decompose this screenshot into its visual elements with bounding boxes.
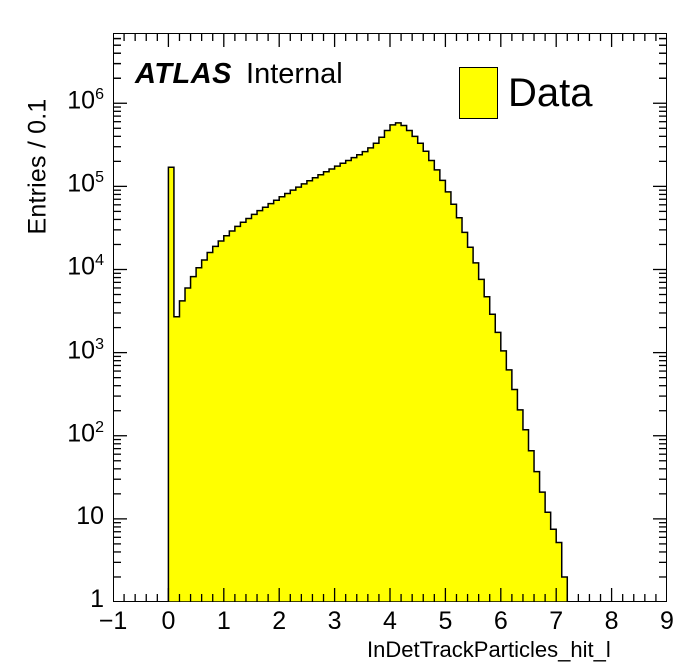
- x-tick-label: 6: [493, 607, 508, 635]
- y-tick-label: 102: [67, 418, 104, 448]
- legend-label-data: Data: [508, 71, 593, 115]
- y-tick-label: 1: [90, 585, 104, 613]
- atlas-label: ATLAS Internal: [135, 58, 343, 91]
- x-tick-label: 5: [438, 607, 453, 635]
- atlas-status: Internal: [246, 58, 343, 90]
- y-axis-title: Entries / 0.1: [23, 98, 52, 235]
- histogram-series-data: [113, 33, 667, 602]
- x-tick-label: 0: [161, 607, 176, 635]
- x-axis-title: InDetTrackParticles_hit_l: [367, 637, 611, 662]
- x-tick-label: 7: [549, 607, 564, 635]
- legend-swatch-data: [459, 67, 498, 119]
- y-tick-label: 10: [76, 501, 104, 530]
- x-tick-label: 8: [604, 607, 619, 635]
- x-tick-label: 1: [216, 607, 231, 635]
- y-tick-label: 106: [67, 86, 104, 115]
- y-tick-label: 103: [67, 335, 104, 364]
- y-tick-label: 105: [67, 169, 104, 198]
- x-tick-label: 3: [327, 607, 342, 635]
- x-tick-label: 4: [383, 607, 397, 635]
- x-tick-label: 2: [272, 607, 287, 635]
- atlas-word: ATLAS: [135, 58, 233, 90]
- y-tick-label: 104: [67, 252, 104, 281]
- legend: Data: [459, 67, 593, 119]
- x-tick-label: 9: [660, 607, 674, 635]
- x-tick-label: −1: [98, 607, 128, 635]
